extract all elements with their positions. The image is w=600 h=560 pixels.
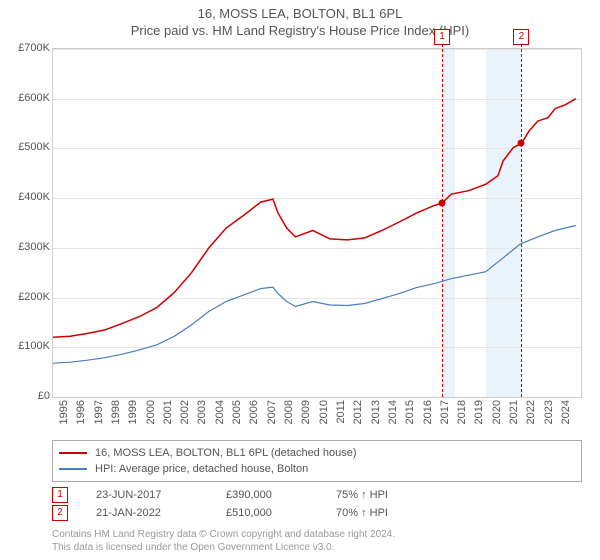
legend-swatch: [59, 468, 87, 470]
event-hpi: 75% ↑ HPI: [336, 489, 388, 501]
chart-container: 16, MOSS LEA, BOLTON, BL1 6PL Price paid…: [0, 0, 600, 560]
x-axis-label: 2002: [179, 400, 191, 430]
event-price: £390,000: [226, 489, 336, 501]
x-axis-label: 2007: [266, 400, 278, 430]
events-table: 1 23-JUN-2017 £390,000 75% ↑ HPI 2 21-JA…: [52, 486, 582, 522]
y-axis-label: £500K: [2, 141, 50, 153]
x-axis-label: 2005: [231, 400, 243, 430]
series-svg: [53, 49, 581, 397]
x-axis-label: 2021: [508, 400, 520, 430]
x-axis-label: 2011: [335, 400, 347, 430]
sale-dot: [518, 140, 525, 147]
x-axis-label: 2014: [387, 400, 399, 430]
x-axis-label: 2013: [370, 400, 382, 430]
x-axis-label: 1998: [110, 400, 122, 430]
y-axis-label: £0: [2, 390, 50, 402]
event-row: 1 23-JUN-2017 £390,000 75% ↑ HPI: [52, 486, 582, 504]
x-axis-label: 2004: [214, 400, 226, 430]
x-axis-label: 1999: [127, 400, 139, 430]
y-axis-label: £100K: [2, 340, 50, 352]
x-axis-label: 1995: [58, 400, 70, 430]
x-axis-label: 2012: [352, 400, 364, 430]
x-axis-label: 2001: [162, 400, 174, 430]
x-axis-label: 2003: [196, 400, 208, 430]
x-axis-label: 2022: [525, 400, 537, 430]
event-marker: 1: [52, 487, 68, 503]
series-line-hpi: [53, 226, 576, 364]
y-axis-label: £400K: [2, 191, 50, 203]
legend-label: 16, MOSS LEA, BOLTON, BL1 6PL (detached …: [95, 447, 357, 459]
x-axis-label: 1996: [75, 400, 87, 430]
footer-line: Contains HM Land Registry data © Crown c…: [52, 528, 582, 541]
legend-box: 16, MOSS LEA, BOLTON, BL1 6PL (detached …: [52, 440, 582, 482]
event-price: £510,000: [226, 507, 336, 519]
chart-subtitle: Price paid vs. HM Land Registry's House …: [0, 21, 600, 38]
x-axis-label: 2019: [473, 400, 485, 430]
x-axis-label: 2024: [560, 400, 572, 430]
x-axis-label: 2015: [404, 400, 416, 430]
x-axis-label: 2016: [422, 400, 434, 430]
y-axis-label: £200K: [2, 291, 50, 303]
x-axis-label: 2020: [491, 400, 503, 430]
x-axis-label: 2010: [318, 400, 330, 430]
event-date: 23-JUN-2017: [96, 489, 226, 501]
event-marker: 2: [52, 505, 68, 521]
y-axis-label: £700K: [2, 42, 50, 54]
y-axis-label: £300K: [2, 241, 50, 253]
x-axis-label: 2017: [439, 400, 451, 430]
event-date: 21-JAN-2022: [96, 507, 226, 519]
legend-item: HPI: Average price, detached house, Bolt…: [59, 461, 575, 477]
legend-item: 16, MOSS LEA, BOLTON, BL1 6PL (detached …: [59, 445, 575, 461]
footer-attribution: Contains HM Land Registry data © Crown c…: [52, 528, 582, 554]
x-axis-label: 2023: [543, 400, 555, 430]
x-axis-label: 2006: [248, 400, 260, 430]
event-row: 2 21-JAN-2022 £510,000 70% ↑ HPI: [52, 504, 582, 522]
y-axis-label: £600K: [2, 92, 50, 104]
event-hpi: 70% ↑ HPI: [336, 507, 388, 519]
x-axis-label: 2000: [145, 400, 157, 430]
sale-marker-box: 1: [434, 29, 450, 45]
footer-line: This data is licensed under the Open Gov…: [52, 541, 582, 554]
x-axis-label: 1997: [93, 400, 105, 430]
legend-label: HPI: Average price, detached house, Bolt…: [95, 463, 308, 475]
x-axis-label: 2018: [456, 400, 468, 430]
x-axis-label: 2008: [283, 400, 295, 430]
x-axis-label: 2009: [300, 400, 312, 430]
sale-marker-box: 2: [513, 29, 529, 45]
chart-title: 16, MOSS LEA, BOLTON, BL1 6PL: [0, 0, 600, 21]
chart-plot-area: 12: [52, 48, 582, 398]
legend-swatch: [59, 452, 87, 454]
sale-dot: [438, 200, 445, 207]
